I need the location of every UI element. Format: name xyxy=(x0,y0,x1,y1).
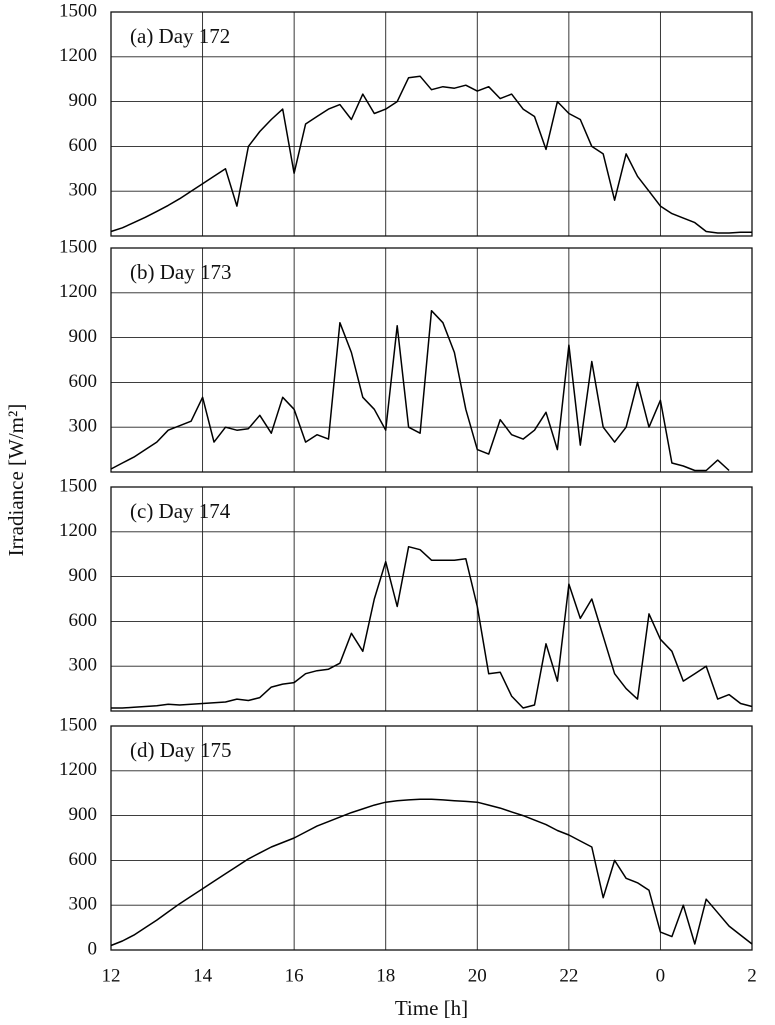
y-tick-label: 300 xyxy=(69,655,98,676)
y-axis-label: Irradiance [W/m²] xyxy=(4,404,28,557)
panel-title: (b) Day 173 xyxy=(130,260,231,284)
x-axis-label: Time [h] xyxy=(395,996,468,1020)
y-tick-label: 300 xyxy=(69,180,98,201)
y-tick-label: 1200 xyxy=(59,281,97,302)
y-tick-label: 1500 xyxy=(59,0,97,21)
y-tick-label: 300 xyxy=(69,416,98,437)
panel-title: (a) Day 172 xyxy=(130,24,230,48)
irradiance-line xyxy=(111,545,753,709)
plot-frame xyxy=(110,725,753,951)
panel-title: (d) Day 175 xyxy=(130,738,231,762)
y-tick-label: 600 xyxy=(69,610,98,631)
y-tick-label: 1200 xyxy=(59,759,97,780)
x-tick-label: 14 xyxy=(193,965,213,986)
y-tick-label: 600 xyxy=(69,135,98,156)
panel-title: (c) Day 174 xyxy=(130,499,231,523)
y-tick-label: 1200 xyxy=(59,45,97,66)
x-tick-label: 16 xyxy=(285,965,304,986)
x-tick-label: 12 xyxy=(102,965,121,986)
x-tick-label: 0 xyxy=(656,965,666,986)
irradiance-line xyxy=(110,75,752,234)
plot-frame xyxy=(110,247,753,473)
y-tick-label: 900 xyxy=(69,565,98,586)
y-tick-label: 600 xyxy=(69,371,98,392)
y-tick-label: 1500 xyxy=(59,714,97,735)
plot-frame xyxy=(110,486,753,712)
y-tick-label: 0 xyxy=(88,938,98,959)
y-tick-label: 1200 xyxy=(59,520,97,541)
plot-frame xyxy=(110,11,753,237)
x-tick-label: 2 xyxy=(747,965,757,986)
irradiance-line xyxy=(110,309,730,472)
y-tick-label: 1500 xyxy=(59,236,97,257)
x-tick-label: 20 xyxy=(468,965,487,986)
x-tick-label: 18 xyxy=(376,965,395,986)
y-tick-label: 600 xyxy=(69,849,98,870)
y-tick-label: 900 xyxy=(69,804,98,825)
y-tick-label: 900 xyxy=(69,326,98,347)
x-tick-label: 22 xyxy=(559,965,578,986)
y-tick-label: 1500 xyxy=(59,475,97,496)
irradiance-line xyxy=(110,798,753,947)
y-tick-label: 300 xyxy=(69,894,98,915)
y-tick-label: 900 xyxy=(69,90,98,111)
